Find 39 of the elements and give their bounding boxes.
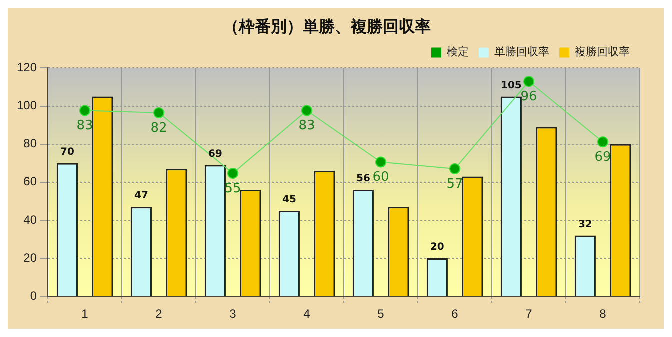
x-tick-label: 8 — [600, 307, 607, 322]
chart-title: （枠番別）単勝、複勝回収率 — [223, 16, 431, 36]
legend-label: 単勝回収率 — [494, 46, 550, 59]
x-tick-label: 3 — [230, 307, 237, 322]
y-tick-label: 40 — [24, 212, 38, 227]
x-tick-label: 1 — [82, 307, 89, 322]
data-label: 105 — [500, 80, 522, 92]
point — [80, 105, 91, 116]
point — [302, 105, 313, 116]
y-tick-label: 120 — [16, 60, 38, 75]
data-label: 96 — [520, 90, 538, 105]
legend-label: 複勝回収率 — [575, 46, 630, 59]
data-label: 83 — [298, 118, 316, 134]
data-label: 45 — [282, 194, 296, 206]
data-label: 69 — [208, 148, 222, 160]
point — [524, 76, 535, 88]
y-tick-label: 100 — [16, 98, 38, 113]
y-tick-label: 20 — [24, 250, 38, 265]
data-label: 47 — [134, 190, 148, 202]
legend-label: 検定 — [447, 46, 469, 59]
point — [228, 168, 239, 179]
data-label: 82 — [150, 120, 168, 136]
x-tick-label: 6 — [452, 307, 459, 322]
x-tick-label: 4 — [304, 307, 311, 322]
point — [598, 136, 608, 148]
point — [376, 156, 387, 168]
point — [154, 107, 165, 118]
x-tick-label: 7 — [526, 307, 533, 322]
data-label: 20 — [430, 242, 444, 254]
x-tick-label: 2 — [156, 307, 163, 322]
data-label: 56 — [356, 174, 370, 185]
data-label: 70 — [60, 146, 74, 158]
y-tick-label: 80 — [24, 136, 38, 151]
data-label: 60 — [372, 170, 390, 186]
y-tick-label: 0 — [30, 288, 38, 303]
x-tick-label: 5 — [378, 307, 385, 322]
data-label: 32 — [578, 219, 592, 230]
y-tick-label: 60 — [24, 174, 38, 189]
point — [450, 163, 461, 174]
